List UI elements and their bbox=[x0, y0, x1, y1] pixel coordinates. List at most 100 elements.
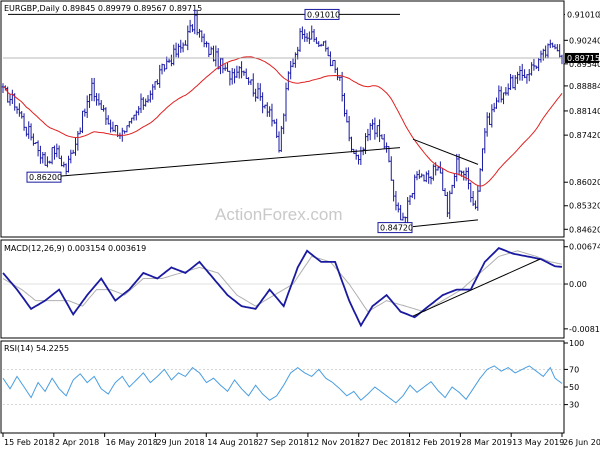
ohlc-bar bbox=[551, 42, 554, 48]
ohlc-bar bbox=[209, 46, 213, 55]
ohlc-bar bbox=[160, 63, 164, 75]
ohlc-bar bbox=[149, 90, 152, 103]
ohlc-bar bbox=[228, 70, 232, 86]
ohlc-bar bbox=[186, 25, 189, 51]
ohlc-bar bbox=[322, 41, 325, 46]
ohlc-bar bbox=[240, 61, 243, 79]
ohlc-bar bbox=[263, 104, 267, 109]
annotation-low-2019: 0.84720 bbox=[380, 224, 413, 233]
ohlc-bar bbox=[289, 61, 292, 80]
macd-signal-line bbox=[2, 250, 563, 313]
ohlc-bar bbox=[418, 169, 421, 179]
ohlc-bar bbox=[139, 93, 143, 114]
price-tick-label: 0.85320 bbox=[569, 202, 600, 211]
ohlc-bar bbox=[57, 145, 61, 159]
ohlc-bar bbox=[20, 111, 23, 119]
ohlc-bar bbox=[497, 85, 501, 103]
ohlc-bar bbox=[422, 174, 426, 182]
ohlc-bar bbox=[207, 42, 211, 58]
annotation-high-box bbox=[304, 8, 340, 20]
price-header: EURGBP,Daily 0.89845 0.89979 0.89567 0.8… bbox=[4, 4, 202, 13]
ohlc-bar bbox=[83, 108, 87, 117]
ohlc-bar bbox=[64, 163, 68, 175]
ohlc-bar bbox=[88, 93, 91, 108]
x-tick-label: 13 May 2019 bbox=[512, 438, 564, 447]
ohlc-bar bbox=[427, 170, 430, 184]
ohlc-bar bbox=[266, 102, 269, 117]
ohlc-bar bbox=[128, 121, 131, 128]
ohlc-bar bbox=[48, 160, 51, 164]
ohlc-bar bbox=[172, 44, 175, 66]
ohlc-bar bbox=[29, 123, 33, 141]
ohlc-bar bbox=[471, 190, 475, 207]
x-tick-label: 12 Nov 2018 bbox=[309, 438, 360, 447]
ohlc-bar bbox=[125, 125, 129, 133]
ohlc-bar bbox=[446, 191, 449, 218]
ohlc-bar bbox=[111, 121, 115, 132]
x-tick-label: 27 Dec 2018 bbox=[360, 438, 411, 447]
ohlc-bar bbox=[546, 43, 550, 59]
ohlc-bar bbox=[62, 161, 66, 168]
ohlc-bar bbox=[553, 44, 557, 50]
ohlc-bar bbox=[121, 127, 124, 142]
ohlc-bar bbox=[221, 57, 225, 74]
price-current-tag-bg bbox=[565, 52, 599, 63]
ohlc-bar bbox=[305, 32, 309, 42]
rsi-tick-label: 70 bbox=[569, 365, 579, 374]
ohlc-bar bbox=[525, 74, 529, 84]
ohlc-bar bbox=[55, 143, 58, 158]
x-tick-label: 28 Mar 2019 bbox=[461, 438, 512, 447]
price-tick-label: 0.88884 bbox=[569, 82, 600, 91]
ohlc-bar bbox=[226, 62, 229, 72]
ohlc-bar bbox=[254, 88, 257, 102]
ohlc-bar bbox=[490, 104, 494, 128]
price-panel-frame bbox=[0, 0, 565, 238]
ohlc-bar bbox=[11, 89, 14, 104]
price-tick-label: 0.90240 bbox=[569, 36, 600, 45]
ohlc-bar bbox=[151, 84, 154, 100]
ohlc-bar bbox=[242, 70, 246, 76]
ohlc-bar bbox=[436, 166, 440, 171]
x-tick-label: 27 Sep 2018 bbox=[258, 438, 309, 447]
ohlc-bar bbox=[558, 44, 561, 58]
ohlc-bar bbox=[107, 115, 110, 125]
ohlc-bar bbox=[114, 125, 117, 133]
ohlc-bar bbox=[425, 171, 428, 183]
ohlc-bar bbox=[174, 42, 178, 58]
ohlc-bar bbox=[280, 125, 283, 152]
ohlc-bar bbox=[544, 45, 547, 59]
ohlc-bar bbox=[499, 86, 503, 103]
rsi-line bbox=[2, 365, 563, 404]
ohlc-bar bbox=[347, 116, 351, 142]
ohlc-bar bbox=[71, 149, 75, 154]
ohlc-bar bbox=[537, 58, 540, 72]
ohlc-bar bbox=[41, 151, 44, 164]
ohlc-bar bbox=[502, 92, 505, 105]
ohlc-bar bbox=[100, 100, 103, 110]
ohlc-bar bbox=[518, 65, 522, 81]
macd-panel-frame bbox=[0, 239, 565, 339]
ohlc-bar bbox=[235, 65, 239, 78]
ohlc-bar bbox=[448, 190, 451, 219]
ohlc-bar bbox=[329, 51, 332, 67]
ohlc-bar bbox=[399, 204, 402, 221]
ohlc-bar bbox=[378, 119, 381, 143]
ohlc-bar bbox=[303, 29, 306, 42]
ohlc-bar bbox=[420, 173, 423, 178]
ohlc-bar bbox=[191, 24, 194, 33]
ohlc-bar bbox=[81, 110, 84, 134]
x-tick-label: 14 Aug 2018 bbox=[207, 438, 258, 447]
ohlc-bar bbox=[532, 58, 536, 71]
ohlc-bar bbox=[542, 48, 545, 61]
ohlc-bar bbox=[284, 82, 288, 122]
ohlc-bar bbox=[556, 44, 559, 52]
ohlc-bar bbox=[528, 68, 531, 82]
annotation-low-2019-box bbox=[377, 222, 413, 234]
price-tick-label: 0.87420 bbox=[569, 131, 600, 140]
ohlc-bar bbox=[392, 179, 395, 202]
ohlc-bar bbox=[202, 33, 206, 48]
ohlc-bar bbox=[291, 58, 295, 68]
ohlc-bar bbox=[231, 67, 234, 85]
rsi-layer: 100 70 50 30 bbox=[2, 339, 584, 410]
ohlc-bar bbox=[481, 148, 484, 172]
